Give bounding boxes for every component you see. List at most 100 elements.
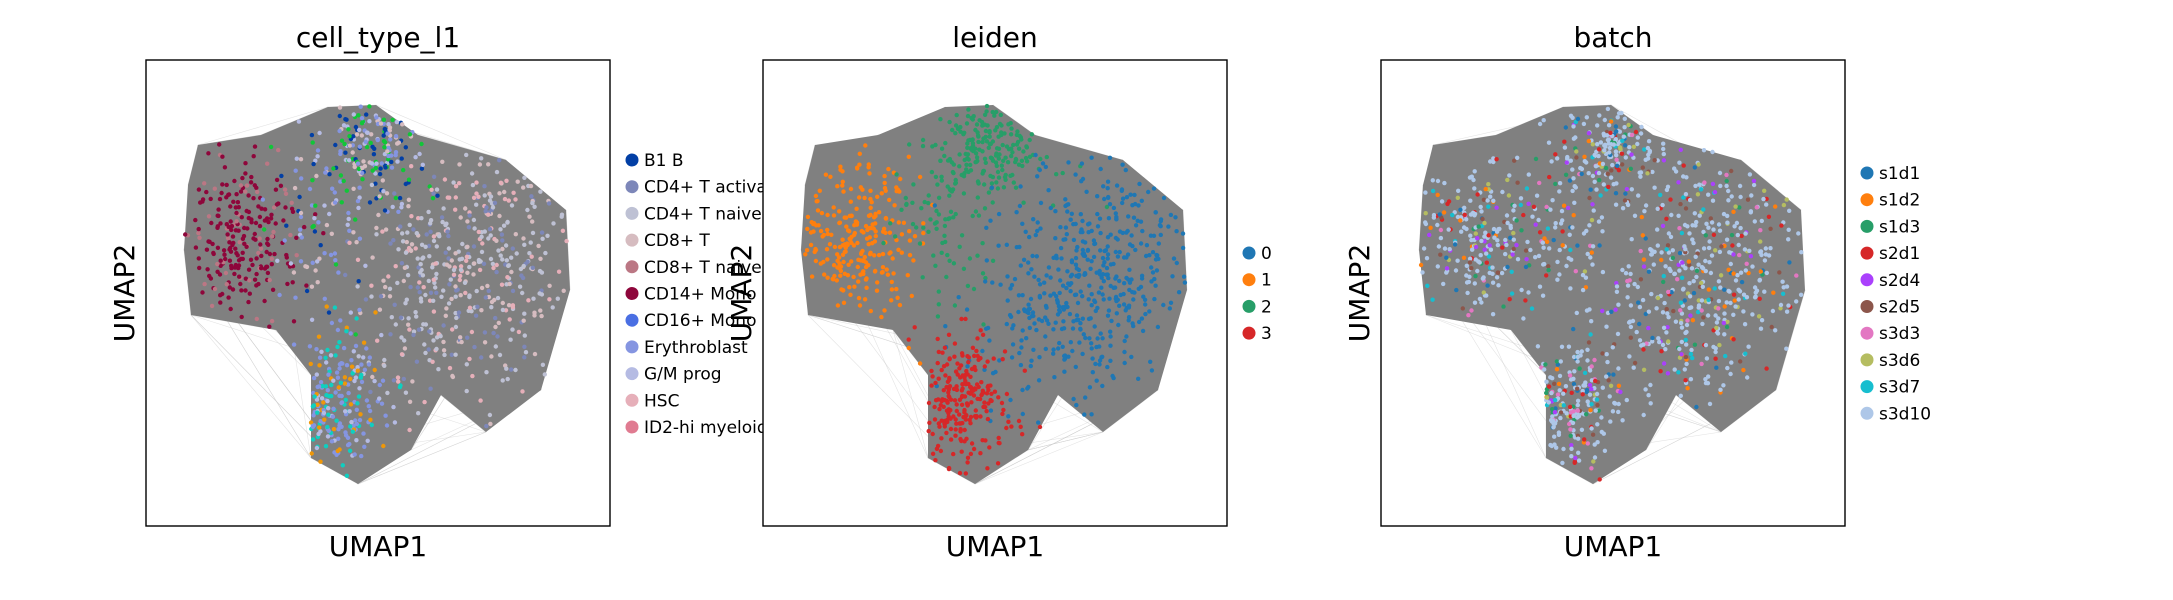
cell-point (315, 148, 321, 153)
cell-point (277, 292, 282, 298)
cell-point (510, 327, 515, 332)
cell-point (1083, 335, 1088, 341)
cell-point (868, 188, 873, 193)
legend-marker (1860, 326, 1874, 340)
cell-point (230, 287, 236, 292)
cell-point (926, 200, 931, 206)
cell-point (907, 238, 913, 243)
cell-point (1666, 231, 1672, 236)
cell-point (1628, 303, 1634, 308)
cell-point (1667, 266, 1672, 271)
cell-point (1728, 300, 1733, 306)
cell-point (413, 310, 418, 315)
cell-point (357, 144, 363, 149)
cell-point (1606, 123, 1612, 128)
cell-point (935, 336, 940, 342)
cell-point (446, 246, 452, 251)
cell-point (374, 225, 379, 231)
cell-point (1616, 168, 1622, 173)
cell-point (310, 178, 315, 183)
cell-point (943, 373, 948, 378)
cell-point (269, 256, 274, 261)
cell-point (932, 404, 937, 410)
cell-point (1483, 186, 1488, 192)
cell-point (855, 166, 860, 171)
cell-point (1751, 178, 1757, 184)
cell-point (1115, 297, 1121, 302)
cell-point (293, 295, 298, 300)
cell-point (435, 193, 440, 198)
cell-point (957, 412, 962, 417)
cell-point (465, 335, 470, 340)
cell-point (337, 128, 342, 134)
cell-point (369, 283, 374, 288)
cell-point (1080, 239, 1086, 244)
cell-point (1613, 124, 1619, 129)
cell-point (1661, 279, 1666, 285)
cell-point (336, 436, 341, 441)
cell-point (942, 345, 948, 350)
cell-point (1719, 244, 1724, 249)
cell-point (318, 380, 324, 385)
cell-point (984, 225, 989, 230)
cell-point (1607, 150, 1612, 155)
cell-point (884, 267, 889, 272)
cell-point (1105, 256, 1110, 261)
cell-point (838, 164, 843, 169)
cell-point (825, 231, 830, 237)
cell-point (1540, 240, 1546, 245)
cell-point (1427, 232, 1432, 238)
cell-point (202, 281, 207, 287)
cell-point (1694, 219, 1699, 225)
cell-point (1717, 342, 1722, 348)
cell-point (1475, 236, 1480, 241)
cell-point (1699, 361, 1704, 367)
cell-point (1677, 160, 1682, 165)
cell-point (1141, 294, 1146, 299)
cell-point (1042, 280, 1047, 285)
cell-point (1759, 318, 1765, 323)
cell-point (506, 263, 511, 268)
cell-point (904, 201, 909, 207)
cell-point (831, 205, 836, 210)
cell-point (380, 178, 385, 183)
cell-point (215, 245, 221, 250)
cell-point (240, 250, 245, 255)
cell-point (1051, 351, 1056, 356)
cell-point (367, 355, 372, 360)
cell-point (1507, 297, 1512, 302)
cell-point (321, 400, 326, 405)
cell-point (947, 156, 953, 162)
cell-point (1713, 313, 1718, 318)
cell-point (1000, 411, 1005, 417)
cell-point (983, 279, 988, 284)
cell-point (183, 232, 188, 237)
cell-point (1636, 300, 1641, 305)
cell-point (1571, 213, 1576, 218)
cell-point (1016, 162, 1022, 167)
cell-point (347, 448, 353, 453)
cell-point (360, 165, 365, 171)
cell-point (1080, 294, 1085, 299)
cell-point (453, 184, 459, 189)
cell-point (196, 256, 201, 261)
cell-point (1060, 344, 1065, 349)
cell-point (1595, 123, 1600, 128)
cell-point (980, 271, 986, 276)
cell-point (998, 282, 1003, 287)
cell-point (336, 270, 341, 275)
cell-point (930, 431, 935, 437)
cell-point (1089, 228, 1094, 234)
cell-point (334, 418, 339, 423)
cell-point (1691, 290, 1697, 296)
cell-point (1017, 350, 1022, 356)
cell-point (959, 316, 964, 322)
cell-point (223, 256, 228, 262)
cell-point (408, 248, 414, 253)
cell-point (315, 402, 320, 407)
cell-point (392, 191, 397, 196)
cell-point (267, 324, 272, 329)
cell-point (1660, 342, 1666, 348)
cell-point (1588, 408, 1593, 413)
cell-point (1113, 249, 1119, 255)
